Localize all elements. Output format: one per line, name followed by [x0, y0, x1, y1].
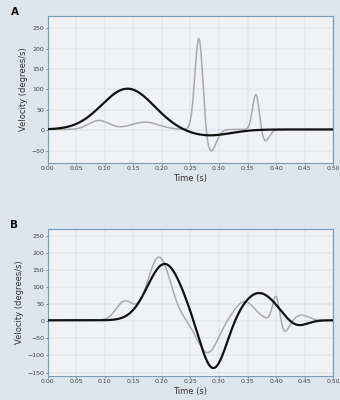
Text: A: A	[11, 7, 18, 17]
Text: B: B	[11, 220, 18, 230]
Y-axis label: Velocity (degrees/s): Velocity (degrees/s)	[19, 48, 28, 131]
Y-axis label: Velocity (degrees/s): Velocity (degrees/s)	[16, 261, 24, 344]
X-axis label: Time (s): Time (s)	[173, 174, 207, 183]
X-axis label: Time (s): Time (s)	[173, 387, 207, 396]
